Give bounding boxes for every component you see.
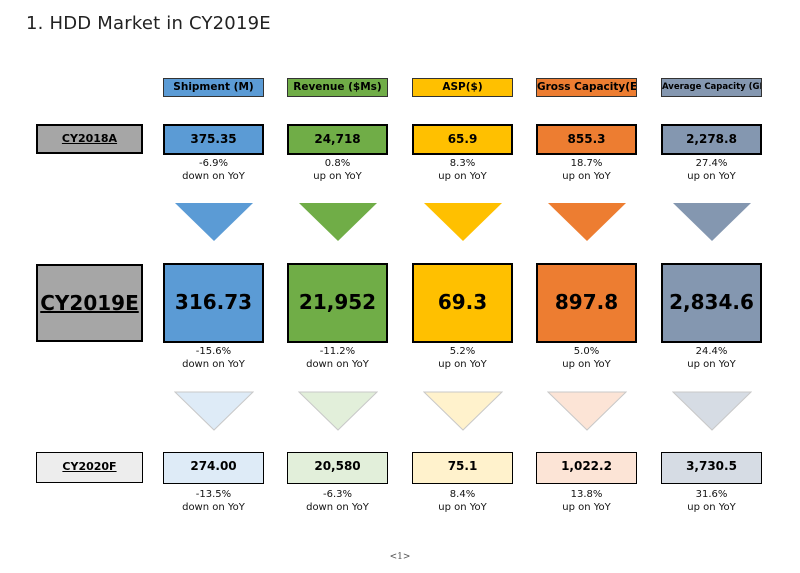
value-cell-cy2019e: 897.8 bbox=[536, 263, 637, 343]
yoy-percent: 0.8% bbox=[324, 158, 351, 169]
down-arrow-icon bbox=[673, 203, 751, 241]
down-arrow-icon bbox=[672, 391, 752, 431]
value-cell-cy2018a: 65.9 bbox=[412, 124, 513, 155]
yoy-percent: 18.7% bbox=[570, 158, 603, 169]
row-label-cy2018a: CY2018A bbox=[36, 124, 143, 154]
column-header: Gross Capacity(EB) bbox=[536, 78, 637, 97]
value-cell-cy2018a: 375.35 bbox=[163, 124, 264, 155]
down-arrow-icon bbox=[548, 203, 626, 241]
down-arrow-icon bbox=[298, 391, 378, 431]
down-arrow-icon bbox=[547, 391, 627, 431]
yoy-percent: 27.4% bbox=[695, 158, 728, 169]
page-number: <1> bbox=[389, 552, 411, 562]
yoy-direction: up on YoY bbox=[562, 171, 611, 182]
value-cell-cy2019e: 316.73 bbox=[163, 263, 264, 343]
value-cell-cy2020f: 75.1 bbox=[412, 452, 513, 484]
yoy-percent: -6.9% bbox=[198, 158, 228, 169]
down-arrow-icon bbox=[174, 391, 254, 431]
yoy-percent: 5.2% bbox=[449, 346, 476, 357]
yoy-percent: -15.6% bbox=[195, 346, 232, 357]
yoy-direction: up on YoY bbox=[438, 171, 487, 182]
yoy-direction: down on YoY bbox=[182, 359, 245, 370]
column-header: Average Capacity (GB) bbox=[661, 78, 762, 97]
value-cell-cy2020f: 3,730.5 bbox=[661, 452, 762, 484]
yoy-direction: up on YoY bbox=[562, 502, 611, 513]
column-header: ASP($) bbox=[412, 78, 513, 97]
down-arrow-icon bbox=[175, 203, 253, 241]
yoy-direction: up on YoY bbox=[562, 359, 611, 370]
yoy-percent: -13.5% bbox=[195, 489, 232, 500]
down-arrow-icon bbox=[424, 203, 502, 241]
yoy-direction: up on YoY bbox=[438, 502, 487, 513]
yoy-percent: 31.6% bbox=[695, 489, 728, 500]
yoy-direction: up on YoY bbox=[438, 359, 487, 370]
row-label-cy2019e: CY2019E bbox=[36, 264, 143, 342]
yoy-direction: down on YoY bbox=[182, 171, 245, 182]
value-cell-cy2018a: 24,718 bbox=[287, 124, 388, 155]
yoy-percent: 24.4% bbox=[695, 346, 728, 357]
yoy-percent: 13.8% bbox=[570, 489, 603, 500]
yoy-percent: -6.3% bbox=[322, 489, 352, 500]
value-cell-cy2020f: 274.00 bbox=[163, 452, 264, 484]
yoy-direction: up on YoY bbox=[687, 171, 736, 182]
yoy-direction: down on YoY bbox=[182, 502, 245, 513]
yoy-direction: up on YoY bbox=[313, 171, 362, 182]
value-cell-cy2019e: 2,834.6 bbox=[661, 263, 762, 343]
yoy-percent: 5.0% bbox=[573, 346, 600, 357]
yoy-percent: 8.3% bbox=[449, 158, 476, 169]
yoy-direction: down on YoY bbox=[306, 502, 369, 513]
value-cell-cy2019e: 69.3 bbox=[412, 263, 513, 343]
row-label-cy2020f: CY2020F bbox=[36, 452, 143, 483]
yoy-percent: 8.4% bbox=[449, 489, 476, 500]
value-cell-cy2018a: 2,278.8 bbox=[661, 124, 762, 155]
value-cell-cy2020f: 20,580 bbox=[287, 452, 388, 484]
down-arrow-icon bbox=[423, 391, 503, 431]
down-arrow-icon bbox=[299, 203, 377, 241]
column-header: Revenue ($Ms) bbox=[287, 78, 388, 97]
page-title: 1. HDD Market in CY2019E bbox=[26, 13, 271, 34]
value-cell-cy2018a: 855.3 bbox=[536, 124, 637, 155]
yoy-direction: up on YoY bbox=[687, 502, 736, 513]
column-header: Shipment (M) bbox=[163, 78, 264, 97]
yoy-direction: down on YoY bbox=[306, 359, 369, 370]
yoy-percent: -11.2% bbox=[319, 346, 356, 357]
yoy-direction: up on YoY bbox=[687, 359, 736, 370]
value-cell-cy2020f: 1,022.2 bbox=[536, 452, 637, 484]
value-cell-cy2019e: 21,952 bbox=[287, 263, 388, 343]
